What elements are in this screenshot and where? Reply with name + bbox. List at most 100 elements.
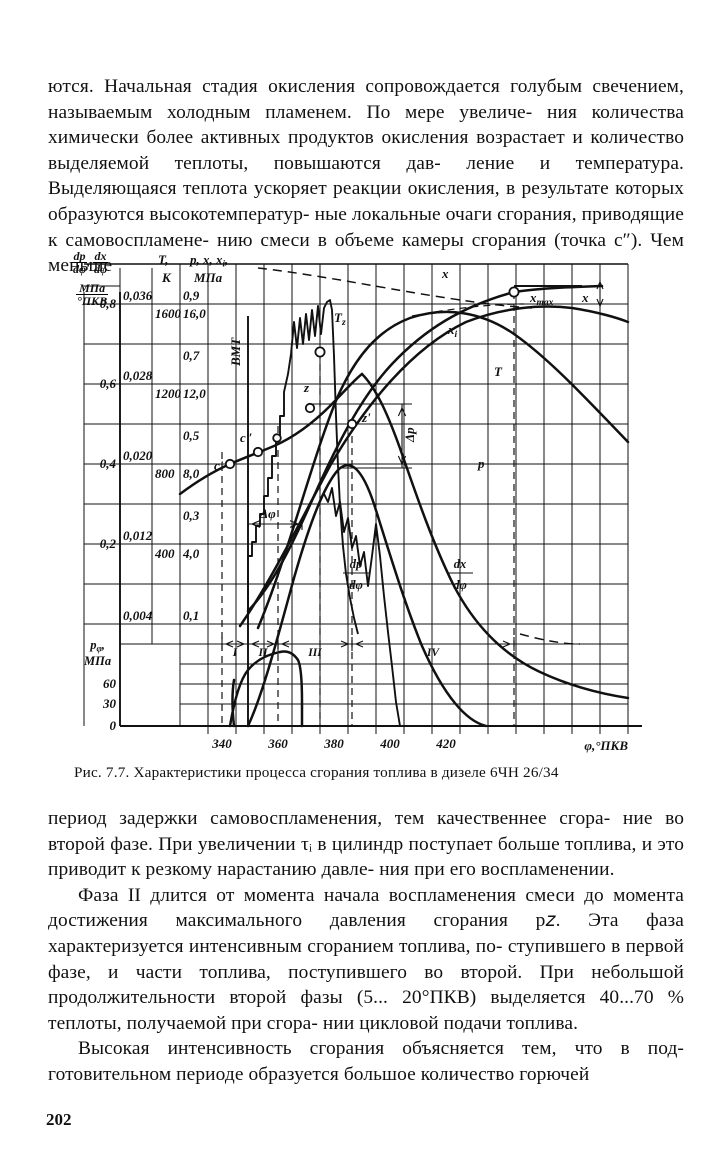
- chart-curve-labels: ВМТ Tz x xmax x xi T z z' c' c″ p Δp Δφ …: [214, 266, 589, 659]
- marker-c-double-prime-2: [272, 433, 282, 443]
- paragraph-top-text: ются. Начальная стадия окисления сопрово…: [48, 76, 685, 277]
- chart-gridlines-horizontal: [84, 263, 628, 705]
- chart-gridlines-vertical: [179, 264, 629, 726]
- axis-header-pressure: p, x, xi,: [190, 252, 229, 269]
- curve-dx-dphi-dashed-tail: [519, 633, 581, 645]
- svg-text:0,1: 0,1: [183, 608, 199, 623]
- svg-text:0,8: 0,8: [100, 296, 117, 311]
- curve-dp-dphi-lower: [323, 487, 401, 727]
- marker-z: [304, 402, 316, 414]
- svg-text:0,5: 0,5: [183, 428, 200, 443]
- svg-text:60: 60: [103, 676, 117, 691]
- label-dp-dphi: dp dφ: [343, 557, 369, 592]
- label-z-prime: z': [361, 410, 371, 425]
- paragraph-block-1: период задержки самовоспламенения, тем к…: [48, 808, 684, 881]
- phase-label-II: II: [258, 647, 268, 659]
- svg-text:0,6: 0,6: [100, 376, 117, 391]
- figure-7-7: .gl{stroke:#111;stroke-width:1;fill:none…: [62, 250, 672, 756]
- label-c-double-prime: c″: [240, 430, 253, 445]
- paragraph-block-2: Фаза II длится от момента начала восплам…: [48, 884, 685, 1034]
- page-number: 202: [46, 1110, 72, 1129]
- axis-header-temperature-unit: К: [162, 270, 171, 285]
- svg-text:360: 360: [267, 736, 288, 751]
- curve-xi-dashed: [411, 303, 525, 317]
- axis-header-pressure-unit: МПа: [194, 270, 223, 285]
- svg-text:400: 400: [379, 736, 400, 751]
- svg-text:dx: dx: [454, 557, 467, 571]
- curve-dx-dphi: [246, 464, 488, 728]
- figure-caption: Рис. 7.7. Характеристики процесса сгоран…: [74, 764, 559, 781]
- label-bmt: ВМТ: [228, 337, 243, 367]
- svg-text:4,0: 4,0: [182, 546, 200, 561]
- svg-text:0,3: 0,3: [183, 508, 200, 523]
- svg-text:dp: dp: [350, 557, 363, 571]
- axis-header-dpdphi-units: МПа °ПКВ: [76, 281, 109, 309]
- label-dx-dphi: dx dφ: [447, 557, 473, 592]
- marker-Tz: [314, 346, 326, 358]
- axis-ticks-injection-pressure: 60 30 0: [102, 676, 117, 733]
- curve-p-main: [360, 372, 630, 700]
- svg-text:0: 0: [110, 718, 117, 733]
- axis-header-temperature: Т,: [158, 252, 169, 267]
- chart-scale-columns: [83, 268, 153, 726]
- svg-text:400: 400: [154, 546, 175, 561]
- svg-text:30: 30: [102, 696, 117, 711]
- chart-bottom-axis: [120, 643, 642, 734]
- axis-ticks-x: 340 360 380 400 420 φ,°ПКВ: [211, 736, 628, 753]
- curve-p-phi: [228, 650, 304, 728]
- svg-text:0,004: 0,004: [123, 608, 153, 623]
- annotation-delta-phi: [247, 518, 303, 530]
- label-x: x: [441, 266, 449, 281]
- curve-x-upper-dashed: [257, 267, 533, 309]
- combustion-chart: .gl{stroke:#111;stroke-width:1;fill:none…: [83, 263, 642, 753]
- svg-text:0,9: 0,9: [183, 288, 200, 303]
- label-delta-phi: Δφ: [259, 506, 276, 521]
- axis-label-x: φ,°ПКВ: [584, 738, 628, 753]
- axis-ticks-pressure: 0,9 16,0 0,7 12,0 0,5 8,0 0,3 4,0 0,1: [182, 288, 206, 623]
- annotation-delta-p: [310, 403, 412, 469]
- label-c-prime: c': [214, 458, 224, 473]
- svg-text:0,012: 0,012: [123, 528, 153, 543]
- label-xi: xi: [447, 322, 458, 340]
- label-x2: x: [581, 290, 589, 305]
- svg-text:420: 420: [435, 736, 456, 751]
- label-z: z: [303, 380, 310, 395]
- marker-c-prime: [224, 458, 236, 470]
- svg-text:380: 380: [323, 736, 344, 751]
- phase-indicator-bar: [221, 637, 515, 651]
- curve-x-tail: [512, 284, 604, 294]
- svg-text:0,4: 0,4: [100, 456, 117, 471]
- marker-xmax: [508, 286, 520, 298]
- phase-label-IV: IV: [426, 647, 440, 659]
- svg-text:800: 800: [155, 466, 175, 481]
- svg-text:16,0: 16,0: [183, 306, 206, 321]
- label-Tz: Tz: [334, 310, 346, 328]
- label-T: T: [494, 364, 503, 379]
- phase-label-I: I: [232, 647, 238, 659]
- svg-text:12,0: 12,0: [183, 386, 206, 401]
- paragraph-mid: период задержки самовоспламенения, тем к…: [48, 806, 684, 1088]
- label-xmax: xmax: [529, 290, 554, 308]
- svg-text:0,028: 0,028: [123, 368, 153, 383]
- svg-text:1600: 1600: [155, 306, 182, 321]
- marker-z-prime: [346, 418, 358, 430]
- curve-p-phi-rise: [231, 678, 236, 728]
- svg-text:340: 340: [211, 736, 232, 751]
- curve-dp-dphi: [247, 299, 359, 635]
- label-delta-p: Δp: [402, 427, 417, 443]
- axis-ticks-dpdphi-outer: 0,8 0,6 0,4 0,2: [100, 296, 117, 551]
- marker-c-double-prime: [252, 446, 264, 458]
- svg-text:8,0: 8,0: [183, 466, 200, 481]
- svg-text:0,020: 0,020: [123, 448, 153, 463]
- svg-text:dφ: dφ: [349, 578, 363, 592]
- chart-markers: [224, 286, 520, 470]
- curve-T: [256, 310, 630, 630]
- axis-header-dpdphi-dxdphi: dp dφ, dx dφ: [72, 249, 109, 277]
- svg-text:0,036: 0,036: [123, 288, 153, 303]
- svg-text:dφ: dφ: [453, 578, 467, 592]
- paragraph-top: ются. Начальная стадия окисления сопрово…: [48, 74, 684, 279]
- annotation-xmax-arrow: [596, 280, 604, 308]
- svg-text:0,2: 0,2: [100, 536, 117, 551]
- svg-text:0,7: 0,7: [183, 348, 200, 363]
